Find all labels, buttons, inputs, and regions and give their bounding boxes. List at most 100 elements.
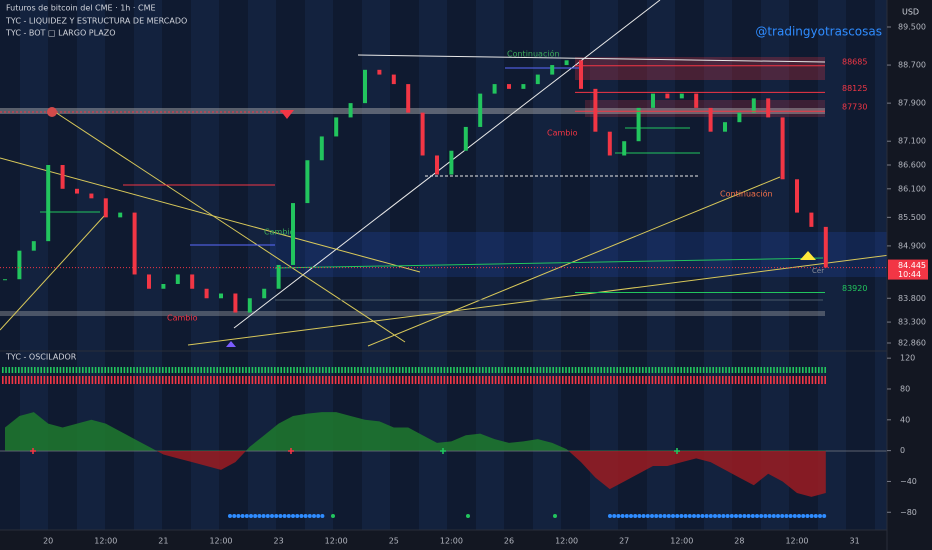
signal xyxy=(123,376,126,384)
candle xyxy=(622,141,627,156)
candle xyxy=(319,136,324,161)
signal xyxy=(734,367,737,373)
candle xyxy=(478,93,483,127)
signal xyxy=(622,376,625,384)
signal xyxy=(363,367,366,373)
signal xyxy=(78,376,81,384)
signal xyxy=(555,367,558,373)
signal xyxy=(581,367,583,373)
x-tick-label: 12:00 xyxy=(325,537,348,546)
candle xyxy=(708,107,713,132)
signal xyxy=(434,376,436,384)
signal xyxy=(408,376,410,384)
signal xyxy=(738,367,740,373)
signal xyxy=(382,376,385,384)
signal xyxy=(504,376,506,384)
signal xyxy=(594,367,596,373)
signal xyxy=(66,376,68,384)
signal xyxy=(712,367,714,373)
annotation: Cambio xyxy=(547,129,578,138)
signal xyxy=(146,367,148,373)
signal xyxy=(206,376,209,384)
signal xyxy=(715,367,718,373)
signal xyxy=(802,367,804,373)
signal xyxy=(514,376,516,384)
level-label: 88125 xyxy=(842,84,867,93)
signal xyxy=(398,367,401,373)
signal xyxy=(526,367,529,373)
signal xyxy=(770,367,772,373)
level-label: 88685 xyxy=(842,57,867,66)
dot xyxy=(776,514,780,518)
signal xyxy=(427,367,430,373)
signal-strip xyxy=(2,367,826,384)
candle xyxy=(593,88,598,132)
signal xyxy=(366,376,369,384)
signal xyxy=(402,367,404,373)
signal xyxy=(568,376,570,384)
candle xyxy=(406,84,411,113)
currency: USD xyxy=(902,8,919,17)
signal xyxy=(322,367,324,373)
trendline xyxy=(0,214,106,331)
signal xyxy=(290,367,292,373)
signal xyxy=(114,376,116,384)
signal xyxy=(654,367,657,373)
dot xyxy=(687,514,692,518)
signal xyxy=(232,376,234,384)
signal xyxy=(101,376,103,384)
signal xyxy=(798,376,801,384)
signal xyxy=(376,376,378,384)
signal xyxy=(146,376,148,384)
signal xyxy=(120,367,122,373)
signal xyxy=(533,376,535,384)
signal xyxy=(110,367,113,373)
signal xyxy=(802,376,804,384)
signal xyxy=(110,376,113,384)
signal xyxy=(654,376,657,384)
annotation: Cer xyxy=(812,267,824,275)
candle xyxy=(723,122,727,132)
signal xyxy=(786,367,788,373)
signal xyxy=(542,376,545,384)
signal xyxy=(814,376,817,384)
candle xyxy=(535,74,540,85)
signal xyxy=(648,367,650,373)
signal xyxy=(66,367,68,373)
candle xyxy=(737,112,742,123)
signal xyxy=(184,376,186,384)
y-tick-label: 80 xyxy=(900,384,910,393)
signal xyxy=(88,376,90,384)
level-label: 87730 xyxy=(842,103,867,112)
dot xyxy=(282,514,287,518)
signal xyxy=(418,376,420,384)
dot xyxy=(633,514,638,518)
signal xyxy=(181,376,183,384)
signal xyxy=(616,367,618,373)
dot xyxy=(771,514,776,518)
signal xyxy=(98,376,100,384)
signal xyxy=(293,376,295,384)
x-tick-label: 21 xyxy=(158,537,168,546)
signal xyxy=(702,376,705,384)
dot xyxy=(650,514,654,518)
signal xyxy=(776,367,778,373)
signal xyxy=(187,376,190,384)
dot xyxy=(784,514,789,518)
marker xyxy=(226,341,236,347)
signal xyxy=(181,367,183,373)
dot xyxy=(261,514,266,518)
signal xyxy=(174,376,177,384)
signal xyxy=(24,376,26,384)
signal xyxy=(482,367,484,373)
signal xyxy=(440,367,442,373)
signal xyxy=(2,376,4,384)
signal xyxy=(661,376,663,384)
signal xyxy=(443,376,446,384)
signal xyxy=(690,367,692,373)
candle xyxy=(492,84,497,94)
candle xyxy=(809,212,814,227)
signal xyxy=(811,376,814,384)
signal xyxy=(235,367,238,373)
signal xyxy=(315,376,318,384)
